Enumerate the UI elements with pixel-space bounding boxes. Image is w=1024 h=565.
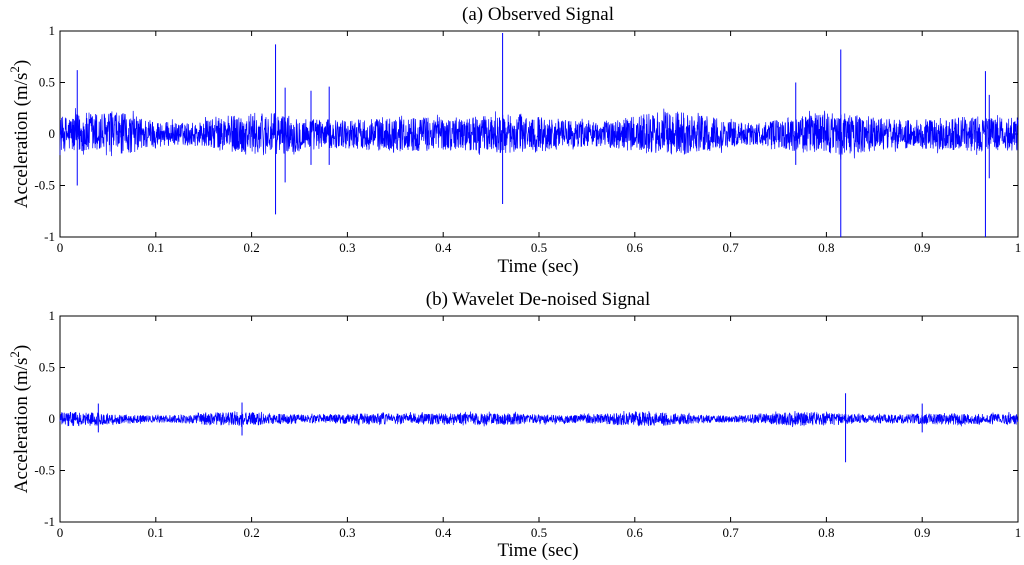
x-tick-label: 1 xyxy=(1015,525,1022,540)
x-tick-label: 0.8 xyxy=(818,525,834,540)
x-axis-label: Time (sec) xyxy=(497,256,578,277)
y-tick-label: -0.5 xyxy=(34,463,55,478)
spike-group xyxy=(76,33,990,237)
chart-title: (b) Wavelet De-noised Signal xyxy=(426,289,650,310)
x-tick-label: 0.8 xyxy=(818,240,834,255)
x-tick-label: 0.2 xyxy=(243,240,259,255)
x-tick-label: 0.4 xyxy=(435,525,452,540)
x-tick-label: 0.3 xyxy=(339,525,355,540)
x-tick-label: 0.7 xyxy=(722,240,739,255)
x-tick-label: 0 xyxy=(57,525,64,540)
y-axis-label: Acceleration (m/s2) xyxy=(7,60,32,208)
x-axis-label: Time (sec) xyxy=(497,540,578,561)
panel-denoised-signal: (b) Wavelet De-noised Signal 0 0.1 0.2 0.3 0… xyxy=(7,289,1021,561)
ticks-group: 0 0.1 0.2 0.3 0.4 0.5 0.6 0.7 0.8 0.9 1 -1 -0.5 0 0.5 1 xyxy=(34,23,1021,255)
signal-line xyxy=(59,108,1019,160)
x-tick-label: 1 xyxy=(1015,240,1022,255)
x-tick-label: 0.3 xyxy=(339,240,355,255)
spike-group xyxy=(97,393,923,463)
signal-line xyxy=(59,410,1019,428)
y-tick-label: 0.5 xyxy=(39,360,55,375)
y-tick-label: 0.5 xyxy=(39,75,55,90)
x-tick-label: 0.4 xyxy=(435,240,452,255)
y-tick-label: 0 xyxy=(49,411,56,426)
y-tick-label: 1 xyxy=(49,308,56,323)
x-tick-label: 0.9 xyxy=(914,240,930,255)
x-tick-label: 0.1 xyxy=(148,240,164,255)
x-tick-label: 0.1 xyxy=(148,525,164,540)
x-tick-label: 0.6 xyxy=(627,240,644,255)
y-tick-label: -1 xyxy=(44,229,55,244)
x-tick-label: 0.5 xyxy=(531,525,547,540)
x-tick-label: 0 xyxy=(57,240,64,255)
chart-title: (a) Observed Signal xyxy=(462,4,614,25)
y-tick-label: 1 xyxy=(49,23,56,38)
panel-observed-signal: (a) Observed Signal 0 0.1 0.2 0.3 0.4 0.5 0.6 0… xyxy=(7,4,1021,277)
x-tick-label: 0.7 xyxy=(722,525,739,540)
ticks-group: 0 0.1 0.2 0.3 0.4 0.5 0.6 0.7 0.8 0.9 1 -1 -0.5 0 0.5 1 xyxy=(34,308,1021,540)
x-tick-label: 0.2 xyxy=(243,525,259,540)
y-tick-label: 0 xyxy=(49,126,56,141)
x-tick-label: 0.5 xyxy=(531,240,547,255)
x-tick-label: 0.6 xyxy=(627,525,644,540)
y-tick-label: -0.5 xyxy=(34,178,55,193)
y-axis-label: Acceleration (m/s2) xyxy=(7,345,32,493)
y-tick-label: -1 xyxy=(44,514,55,529)
x-tick-label: 0.9 xyxy=(914,525,930,540)
